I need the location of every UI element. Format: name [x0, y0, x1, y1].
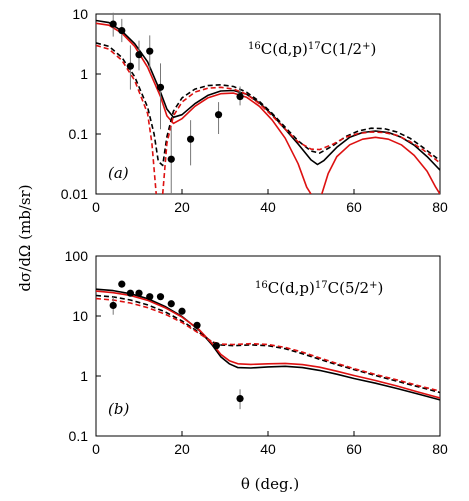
panel-a-reaction-label: 16C(d,p)17C(1/2+)	[248, 40, 376, 58]
panel-a-data-point	[118, 26, 126, 35]
panel-a-curve-dashed-red	[161, 86, 440, 194]
panel-b-curve-dashed-black	[96, 294, 440, 394]
panel-a-data-point	[109, 20, 117, 28]
panel-a-data-point	[135, 51, 143, 59]
panel-a-curves	[96, 19, 440, 194]
panel-b-experimental-points	[109, 280, 244, 410]
panel-b-y-ticks: 0.1 1 10 100 0 20 40 60 80	[65, 248, 448, 457]
panel-a-x-tick-label: 20	[174, 199, 190, 215]
panel-a-y-tick-label: 10	[72, 6, 88, 22]
panel-b-data-point	[193, 321, 201, 329]
panel-a-x-tick-label: 60	[346, 199, 362, 215]
panel-a-data-point	[156, 83, 165, 91]
panel-b-x-tick-label: 40	[260, 441, 276, 457]
panel-b-data-point	[178, 307, 186, 315]
panel-a-curve-solid-red	[96, 22, 312, 194]
panel-b-data-point	[146, 293, 154, 301]
panel-b-data-point	[236, 395, 244, 403]
x-axis-title: θ (deg.)	[241, 475, 299, 493]
panel-b: 0.1 1 10 100 0 20 40 60 80 16C(d,p)17C(5/2+) (b)	[65, 248, 448, 457]
panel-b-data-point	[212, 342, 220, 350]
panel-a-y-tick-label: 1	[80, 66, 88, 82]
panel-b-x-tick-label: 20	[174, 441, 190, 457]
panel-a-curve-dashed-black	[96, 42, 440, 167]
panel-a-data-point	[126, 62, 134, 70]
panel-a-y-tick-label: 0.1	[69, 126, 89, 142]
panel-b-curves	[96, 288, 440, 401]
panel-b-curve-solid-black	[96, 288, 440, 401]
panel-b-curve-dashed-red	[96, 297, 440, 392]
y-axis-title: dσ/dΩ (mb/sr)	[16, 184, 34, 291]
panel-b-y-tick-label: 100	[65, 248, 89, 264]
panel-b-reaction-label: 16C(d,p)17C(5/2+)	[255, 279, 383, 297]
panel-a-x-tick-label: 80	[432, 199, 448, 215]
panel-a-data-point	[146, 47, 154, 55]
panel-a-y-ticks: 0.01 0.1 1 10 0 20 40 60 80	[61, 6, 448, 215]
panel-b-curve-solid-red	[96, 290, 440, 399]
panel-b-x-tick-label: 80	[432, 441, 448, 457]
panel-b-y-tick-label: 0.1	[69, 428, 89, 444]
panel-a-data-point	[236, 93, 244, 101]
panel-b-x-tick-label: 60	[346, 441, 362, 457]
panel-b-tag: (b)	[108, 400, 129, 418]
panel-a-data-point	[214, 111, 223, 119]
panel-b-data-point	[156, 293, 165, 301]
panel-a-data-point	[187, 135, 195, 143]
panel-a-x-tick-label: 40	[260, 199, 276, 215]
panel-a-curve-solid-red	[321, 136, 440, 194]
panel-a-tag: (a)	[108, 164, 129, 182]
panel-b-data-point	[167, 300, 175, 308]
panel-a-x-tick-label: 0	[92, 199, 100, 215]
panel-b-y-tick-label: 1	[80, 368, 88, 384]
panel-b-x-tick-label: 0	[92, 441, 100, 457]
panel-a-curve-dashed-red	[96, 44, 157, 194]
panel-b-y-tick-label: 10	[72, 308, 88, 324]
panel-b-data-point	[109, 301, 117, 310]
panel-a-experimental-points	[109, 12, 244, 194]
panel-a-y-tick-label: 0.01	[61, 186, 88, 202]
panel-a-data-point	[167, 155, 175, 163]
panel-b-data-point	[118, 280, 126, 288]
panel-a: 0.01 0.1 1 10 0 20 40 60 80 16C(d,p)17C(1/2+) (a…	[61, 6, 448, 215]
panel-b-data-point	[126, 289, 134, 297]
panel-b-data-point	[135, 289, 143, 297]
